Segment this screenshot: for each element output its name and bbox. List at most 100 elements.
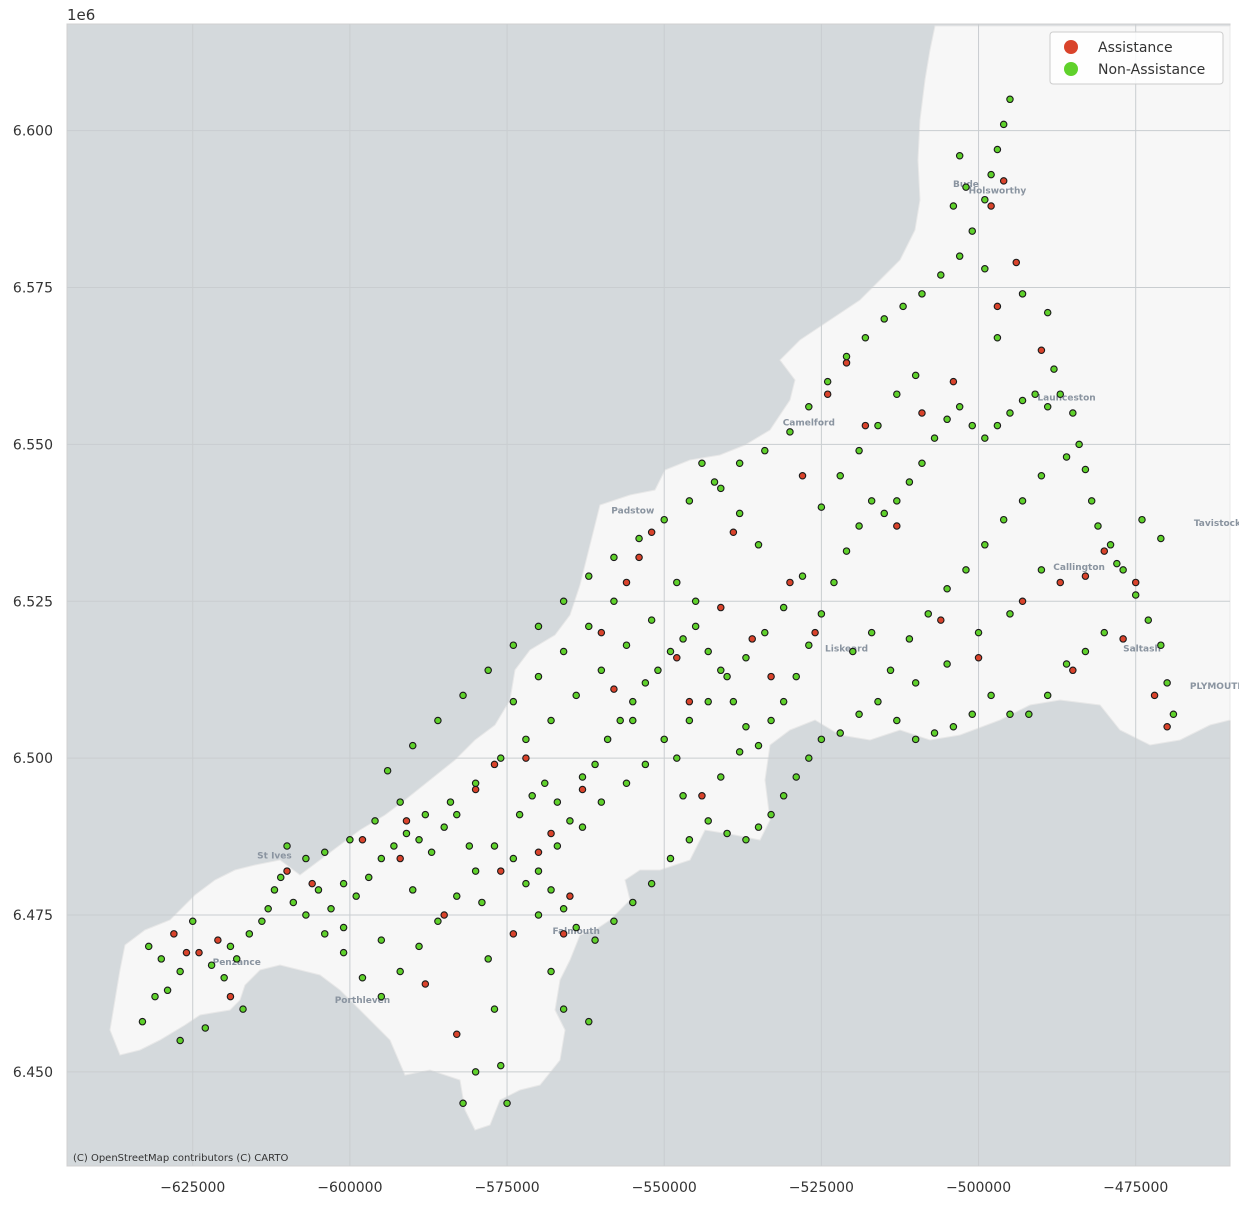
non-assistance-point	[955, 403, 964, 411]
non-assistance-point	[955, 252, 964, 260]
non-assistance-point	[314, 886, 323, 894]
non-assistance-point	[641, 679, 650, 687]
non-assistance-point	[855, 446, 863, 455]
non-assistance-point	[867, 628, 876, 637]
non-assistance-point	[1157, 534, 1165, 543]
assistance-point	[534, 848, 543, 857]
non-assistance-point	[509, 641, 518, 649]
non-assistance-point	[817, 503, 826, 511]
non-assistance-point	[497, 754, 505, 762]
non-assistance-point	[258, 917, 266, 926]
assistance-point	[283, 867, 291, 875]
non-assistance-point	[1043, 308, 1052, 317]
non-assistance-point	[629, 697, 637, 706]
non-assistance-point	[409, 741, 417, 750]
non-assistance-point	[276, 873, 285, 882]
non-assistance-point	[415, 942, 423, 951]
assistance-point	[1018, 597, 1027, 606]
assistance-point	[717, 603, 725, 612]
assistance-point	[893, 522, 901, 530]
non-assistance-point	[981, 541, 989, 549]
non-assistance-point	[1056, 390, 1065, 398]
y-tick-label: 6.550	[13, 437, 53, 453]
place-label: St Ives	[257, 852, 292, 862]
assistance-point	[767, 672, 775, 681]
non-assistance-point	[559, 1005, 568, 1013]
non-assistance-point	[742, 835, 750, 844]
assistance-point	[786, 578, 794, 587]
assistance-point	[522, 754, 530, 762]
non-assistance-point	[723, 672, 731, 681]
y-offset-label: 1e6	[67, 6, 95, 24]
non-assistance-point	[735, 748, 744, 756]
non-assistance-point	[1169, 710, 1178, 718]
non-assistance-point	[647, 879, 656, 888]
non-assistance-point	[1163, 679, 1171, 687]
assistance-point	[1037, 346, 1046, 355]
non-assistance-point	[1119, 566, 1127, 574]
non-assistance-point	[572, 691, 580, 700]
x-tick-label: −525000	[789, 1180, 854, 1196]
non-assistance-point	[509, 697, 518, 706]
non-assistance-point	[509, 854, 518, 863]
non-assistance-point	[302, 854, 310, 863]
place-labels: Holsworthy Camelford Tavistock PLYMOUTH Pads…	[213, 180, 1239, 1006]
non-assistance-point	[1113, 559, 1121, 568]
non-assistance-point	[679, 635, 687, 643]
non-assistance-point	[792, 672, 800, 681]
non-assistance-point	[534, 867, 543, 875]
assistance-point	[1056, 578, 1065, 587]
non-assistance-point	[421, 810, 430, 819]
non-assistance-point	[232, 955, 241, 963]
non-assistance-point	[1100, 628, 1109, 637]
non-assistance-point	[779, 603, 788, 612]
non-assistance-point	[962, 566, 970, 574]
non-assistance-point	[157, 955, 166, 963]
non-assistance-point	[666, 854, 675, 863]
non-assistance-point	[654, 666, 662, 675]
non-assistance-point	[490, 842, 499, 850]
non-assistance-point	[949, 202, 958, 210]
non-assistance-point	[754, 741, 763, 750]
non-assistance-point	[591, 760, 599, 769]
non-assistance-point	[522, 879, 530, 888]
assistance-point	[170, 930, 178, 938]
assistance-point	[358, 835, 367, 844]
non-assistance-point	[629, 716, 637, 725]
non-assistance-point	[647, 616, 656, 624]
non-assistance-point	[855, 710, 863, 718]
non-assistance-point	[471, 1068, 480, 1076]
non-assistance-point	[522, 735, 530, 744]
assistance-point	[440, 911, 448, 919]
non-assistance-point	[289, 898, 298, 907]
non-assistance-point	[943, 660, 951, 668]
non-assistance-point	[968, 421, 977, 430]
non-assistance-point	[1157, 641, 1165, 649]
assistance-point	[949, 377, 958, 386]
non-assistance-point	[842, 352, 851, 361]
non-assistance-point	[704, 817, 712, 825]
non-assistance-point	[635, 534, 643, 543]
non-assistance-point	[943, 584, 951, 593]
non-assistance-point	[660, 515, 668, 524]
non-assistance-point	[484, 955, 492, 963]
non-assistance-point	[1062, 453, 1071, 461]
non-assistance-point	[893, 716, 901, 725]
non-assistance-point	[987, 170, 995, 179]
non-assistance-point	[911, 735, 920, 744]
place-label: Liskeard	[825, 644, 868, 654]
non-assistance-point	[981, 264, 989, 273]
y-tick-label: 6.600	[13, 124, 53, 140]
non-assistance-point	[1006, 710, 1014, 718]
non-assistance-point	[371, 817, 379, 825]
non-assistance-point	[239, 1005, 247, 1013]
non-assistance-point	[911, 679, 920, 687]
non-assistance-point	[478, 898, 486, 907]
non-assistance-point	[616, 716, 624, 725]
assistance-point	[610, 685, 618, 693]
non-assistance-point	[1025, 710, 1033, 718]
non-assistance-point	[591, 936, 599, 944]
non-assistance-point	[1075, 440, 1083, 449]
non-assistance-point	[823, 377, 832, 386]
non-assistance-points	[138, 95, 1178, 1108]
